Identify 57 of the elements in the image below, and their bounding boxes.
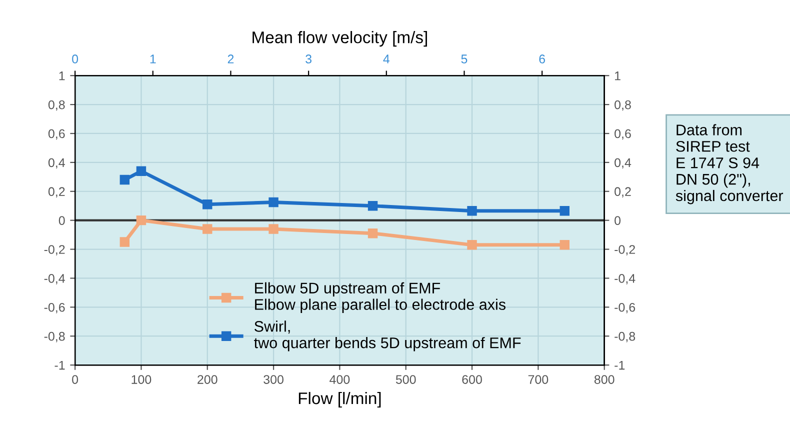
y2-tick-label: 0,4 — [614, 158, 632, 169]
x2-tick-label: 1 — [150, 54, 156, 64]
y2-tick-label: -1 — [614, 360, 625, 370]
x2-tick-label: 6 — [539, 54, 546, 64]
point — [368, 228, 378, 238]
y-tick-label: -1 — [54, 360, 65, 370]
x2-tick-label: 2 — [228, 54, 234, 64]
x-tick-label: 600 — [462, 375, 482, 384]
x-tick-label: 700 — [528, 375, 548, 384]
x2-tick-label: 4 — [383, 54, 390, 64]
y2-tick-label: -0,2 — [614, 245, 635, 256]
y2-tick-label: -0,8 — [614, 332, 636, 342]
x2-tick-label: 3 — [306, 54, 312, 64]
x-axis-title: Flow [l/min] — [298, 392, 381, 408]
x2-tick-label: 5 — [461, 54, 468, 64]
x2-axis-title: Mean flow velocity [m/s] — [252, 31, 427, 47]
y2-tick-label: 1 — [615, 72, 620, 80]
x-tick-label: 400 — [330, 375, 350, 384]
y-tick-label: 0,4 — [48, 158, 65, 169]
y2-tick-label: 0,8 — [614, 100, 631, 111]
y2-tick-label: -0,6 — [614, 302, 636, 314]
x-tick-label: 0 — [72, 375, 78, 384]
y-tick-label: -0,8 — [44, 332, 65, 342]
y-tick-label: -0,4 — [44, 274, 65, 284]
point — [268, 224, 278, 234]
x-tick-label: 500 — [396, 375, 416, 384]
point — [136, 166, 146, 176]
point — [136, 215, 146, 226]
point — [202, 200, 212, 210]
point — [467, 206, 477, 216]
point — [368, 200, 378, 211]
point — [202, 224, 212, 234]
y-tick-label: -0,6 — [44, 302, 65, 314]
y-tick-label: 0,8 — [48, 100, 65, 111]
x-tick-label: 800 — [594, 375, 614, 384]
x-tick-label: 200 — [198, 375, 218, 384]
point — [467, 240, 477, 250]
point — [120, 237, 130, 247]
y-tick-label: 0 — [58, 216, 65, 225]
x2-tick-label: 0 — [72, 54, 78, 64]
y2-tick-label: 0,2 — [614, 187, 631, 198]
y-tick-label: 0,2 — [48, 187, 65, 198]
legend-label: Elbow 5D upstream of EMF Elbow plane parallel to electrode axis — [255, 282, 506, 313]
y2-tick-label: 0 — [614, 216, 621, 225]
y2-tick-label: -0,4 — [614, 274, 636, 284]
point — [560, 206, 570, 216]
point — [560, 240, 570, 250]
text: Data from SIREP test E 1747 S 94 DN 50 (2"), signal converter — [676, 124, 784, 204]
x-tick-label: 100 — [132, 375, 152, 384]
point — [120, 174, 130, 185]
legend-label: Swirl, two quarter bends 5D upstream of EMF — [254, 320, 521, 352]
y-tick-label: -0,2 — [44, 245, 65, 256]
y-tick-label: 0,6 — [48, 129, 65, 140]
y-tick-label: 1 — [59, 72, 65, 80]
y2-tick-label: 0,6 — [614, 129, 631, 140]
x-tick-label: 300 — [264, 375, 284, 384]
point — [268, 197, 278, 208]
